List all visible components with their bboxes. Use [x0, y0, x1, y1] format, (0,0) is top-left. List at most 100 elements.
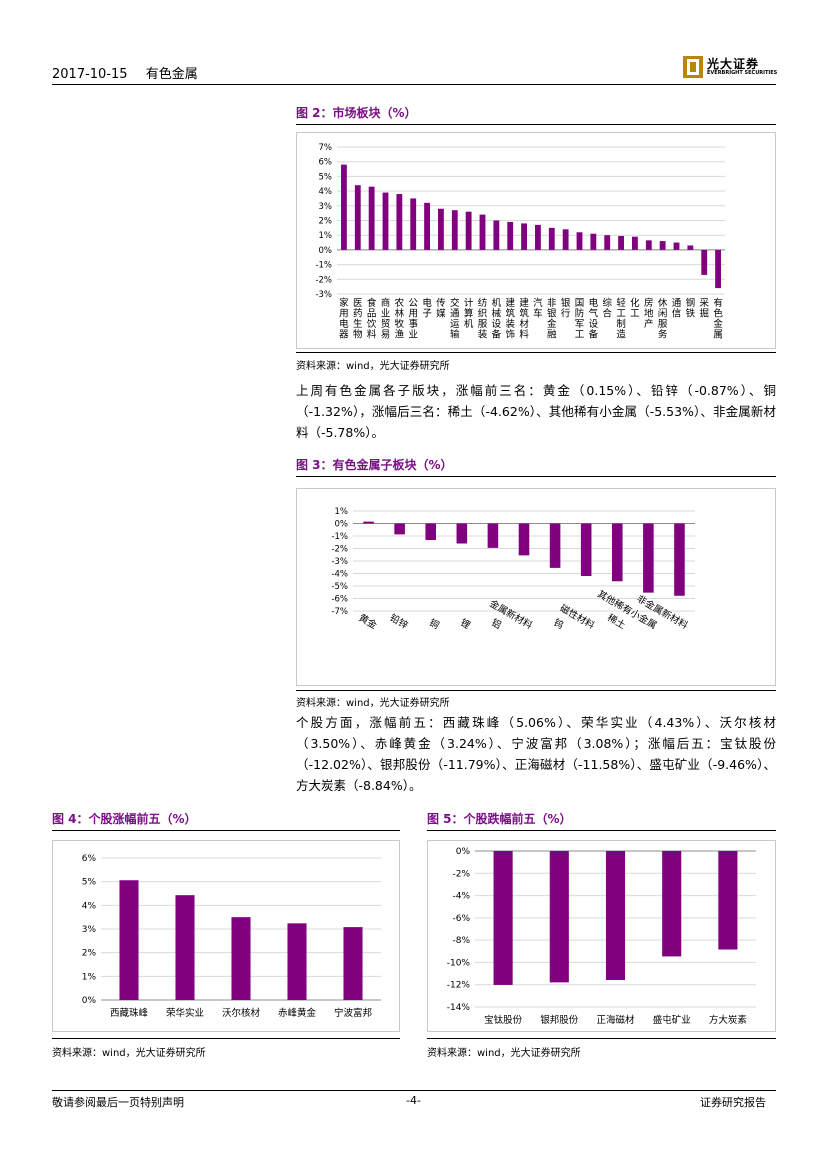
bar [175, 895, 195, 1000]
bar [518, 523, 530, 556]
bar [618, 235, 624, 250]
bar [287, 923, 307, 1000]
y-tick-label: 3% [82, 925, 97, 935]
fig4-chart: 6% 5% 4% 3% 2% 1% 0% 西藏珠峰 荣华实业 沃尔核材 赤峰黄金 宁波富邦 [52, 840, 400, 1032]
bar [632, 236, 638, 250]
fig4-svg: 6% 5% 4% 3% 2% 1% 0% 西藏珠峰 荣华实业 沃尔核材 赤峰黄金 宁波富邦 [82, 854, 381, 1019]
fig2-title-rule [296, 124, 776, 125]
x-tick-label: 方大炭素 [709, 1014, 748, 1026]
bar [343, 927, 363, 1000]
footer-page-number: -4- [406, 1094, 421, 1107]
y-tick-label: -12% [447, 981, 471, 991]
header-date: 2017-10-15 [52, 67, 128, 82]
footer-disclaimer: 敬请参阅最后一页特别声明 [52, 1096, 184, 1109]
bar [604, 235, 611, 250]
fig5-svg: 0% -2% -4% -6% -8% -10% -12% -14% 宝钛股份 银邦股份 正海磁材 盛屯… [447, 847, 756, 1026]
x-tick-label: 电子 [422, 297, 432, 320]
y-tick-label: -2% [315, 275, 332, 285]
y-tick-label: 0% [456, 847, 471, 857]
y-tick-label: -8% [452, 936, 470, 946]
y-tick-label: 0% [335, 520, 349, 530]
bar [645, 240, 652, 250]
x-tick-label: 赤峰黄金 [278, 1007, 317, 1019]
x-tick-label: 钢铁 [686, 297, 696, 320]
fig2-title: 图 2：市场板块（%） [296, 106, 417, 120]
x-tick-label: 黄金 [357, 612, 380, 632]
bar [394, 523, 405, 535]
bar [715, 249, 721, 289]
fig2-chart: 7% 6% 5% 4% 3% 2% 1% 0% -1% -2% -3% 家用电器 医药生物 食品饮料 商业贸… [296, 132, 776, 349]
footer-report-type: 证券研究报告 [700, 1096, 766, 1109]
x-tick-label: 有色金属 [713, 297, 723, 341]
fig5-title-rule [427, 830, 776, 831]
y-tick-label: -5% [331, 582, 348, 592]
x-tick-label: 正海磁材 [596, 1014, 635, 1026]
fig3-chart: 1% 0% -1% -2% -3% -4% -5% -6% -7% 黄金 铅锌铜锂铝金属新材料钨磁性… [296, 488, 776, 686]
fig5-chart: 0% -2% -4% -6% -8% -10% -12% -14% 宝钛股份 银邦股份 正海磁材 盛屯… [427, 840, 776, 1032]
bar [605, 851, 626, 981]
footer-rule [52, 1090, 776, 1091]
bar [410, 198, 417, 250]
bar [548, 227, 555, 250]
bar [479, 214, 486, 250]
bar [576, 232, 583, 250]
bar [611, 523, 623, 582]
fig5-bottom-rule [427, 1038, 776, 1039]
fig5-source: 资料来源：wind，光大证券研究所 [427, 1048, 581, 1059]
fig4-title-rule [52, 830, 400, 831]
fig3-bottom-rule [296, 690, 776, 691]
x-tick-label: 磁性材料 [558, 602, 597, 632]
para-subsectors: 上周有色金属各子版块，涨幅前三名：黄金（0.15%）、铅锌（-0.87%）、铜（… [296, 383, 776, 440]
bar [580, 523, 592, 576]
y-tick-label: -1% [331, 532, 348, 542]
x-tick-label: 传媒 [436, 297, 446, 320]
x-tick-label: 家用电器 [339, 297, 349, 341]
x-tick-label: 交通运输 [450, 297, 460, 341]
fig2-source: 资料来源：wind，光大证券研究所 [296, 361, 450, 372]
bar [643, 523, 654, 593]
bar [363, 521, 374, 524]
bar [674, 523, 685, 596]
y-tick-label: 0% [319, 246, 333, 256]
bar [687, 245, 694, 250]
bar [549, 523, 561, 568]
x-tick-label: 铅锌 [388, 612, 411, 632]
bar [451, 210, 458, 250]
bar [718, 851, 738, 950]
bar [662, 851, 682, 957]
x-tick-label: 荣华实业 [166, 1007, 204, 1019]
x-tick-label: 纺织服装 [478, 297, 488, 341]
y-tick-label: -3% [315, 290, 332, 300]
bar [425, 523, 437, 540]
x-tick-label: 通信 [672, 298, 682, 320]
header-section: 有色金属 [145, 67, 198, 82]
y-tick-label: 4% [82, 901, 97, 911]
y-tick-label: 1% [319, 231, 333, 241]
fig3-title: 图 3：有色金属子板块（%） [296, 458, 453, 472]
y-tick-label: 3% [319, 202, 333, 212]
bar [673, 242, 680, 250]
header-rule [52, 84, 776, 85]
x-tick-label: 铝 [489, 616, 503, 631]
bar [119, 880, 139, 1000]
x-tick-label: 轻工制造 [616, 297, 626, 341]
y-tick-label: 4% [319, 187, 333, 197]
x-tick-label: 宁波富邦 [334, 1007, 373, 1019]
y-tick-label: -14% [447, 1003, 471, 1013]
company-logo: 光大证券 EVERBRIGHT SECURITIES [683, 56, 777, 78]
bar [354, 185, 361, 250]
y-tick-label: -10% [447, 958, 471, 968]
bar [424, 202, 430, 250]
x-tick-label: 采掘 [699, 298, 709, 320]
y-tick-label: 5% [82, 878, 97, 888]
bar [382, 192, 389, 250]
x-tick-label: 房地产 [644, 297, 654, 330]
y-tick-label: -6% [331, 595, 348, 605]
fig4-title: 图 4：个股涨幅前五（%） [52, 812, 197, 826]
bar [507, 221, 514, 250]
fig4-bottom-rule [52, 1038, 400, 1039]
x-tick-label: 机械设备 [492, 297, 502, 341]
x-tick-label: 商业贸易 [381, 297, 391, 341]
y-tick-label: 6% [319, 158, 333, 168]
y-tick-label: -4% [331, 570, 348, 580]
